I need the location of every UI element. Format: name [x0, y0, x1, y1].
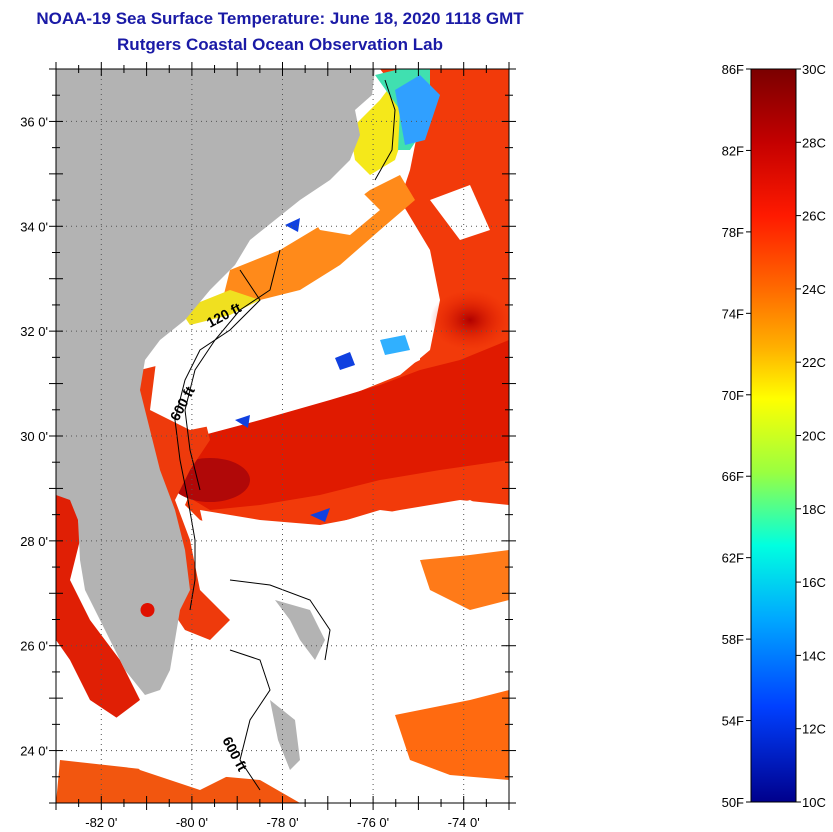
cold-patch	[395, 75, 440, 145]
colorbar-label-f: 54F	[722, 714, 744, 729]
warm-eddy	[430, 290, 509, 350]
colorbar-label-f: 78F	[722, 225, 744, 240]
cold-spot	[285, 218, 300, 232]
warm-core-band	[185, 340, 509, 510]
contour-600ft	[184, 249, 281, 491]
cloud-mask	[430, 185, 490, 240]
colorbar-label-c: 18C	[802, 502, 826, 517]
graticule	[56, 69, 509, 803]
island	[270, 700, 300, 770]
lon-tick-label: -82 0'	[85, 815, 117, 830]
coastal-yellow	[180, 290, 260, 325]
colorbar	[750, 68, 797, 803]
contour-120ft	[174, 269, 261, 611]
lat-tick-label: 24 0'	[20, 744, 48, 759]
lat-tick-label: 34 0'	[20, 219, 48, 234]
colorbar-label-c: 26C	[802, 209, 826, 224]
colorbar-label-f: 82F	[722, 143, 744, 158]
lon-tick-label: -74 0'	[448, 815, 480, 830]
colorbar-ticks: 86F 82F 78F 74F 70F 66F 62F 58F 54F 50F 30C 28C 26C 2…	[722, 62, 826, 810]
colorbar-label-f: 70F	[722, 388, 744, 403]
florida-coastal-water	[125, 360, 230, 640]
lat-tick-label: 36 0'	[20, 114, 48, 129]
lon-tick-label: -76 0'	[357, 815, 389, 830]
colorbar-label-c: 14C	[802, 648, 826, 663]
lake-okeechobee	[140, 603, 155, 617]
axis-ticks	[49, 62, 516, 810]
lon-tick-label: -78 0'	[266, 815, 298, 830]
colorbar-label-f: 62F	[722, 551, 744, 566]
lat-tick-label: 26 0'	[20, 639, 48, 654]
map-subtitle: Rutgers Coastal Ocean Observation Lab	[117, 35, 443, 54]
colorbar-label-c: 24C	[802, 282, 826, 297]
longitude-labels: -82 0' -80 0' -78 0' -76 0' -74 0'	[85, 815, 480, 830]
colorbar-label-f: 66F	[722, 469, 744, 484]
island	[275, 600, 325, 660]
east-warm-water	[420, 550, 509, 610]
lon-tick-label: -80 0'	[176, 815, 208, 830]
colorbar-label-c: 10C	[802, 795, 826, 810]
colorbar-label-c: 20C	[802, 429, 826, 444]
map-title: NOAA-19 Sea Surface Temperature: June 18…	[36, 9, 524, 28]
gulf-coast-water	[56, 485, 140, 720]
cold-spot	[335, 352, 355, 370]
colorbar-label-c: 16C	[802, 575, 826, 590]
cloud-mask	[200, 500, 509, 610]
contour-north	[374, 79, 396, 181]
latitude-labels: 36 0' 34 0' 32 0' 30 0' 28 0' 26 0' 24 0'	[20, 114, 48, 758]
lat-tick-label: 32 0'	[20, 324, 48, 339]
lat-tick-label: 28 0'	[20, 534, 48, 549]
cloud-mask	[100, 610, 509, 790]
colorbar-label-f: 74F	[722, 306, 744, 321]
colorbar-label-f: 58F	[722, 632, 744, 647]
cold-spot	[310, 508, 330, 522]
land-mass	[56, 69, 375, 695]
cool-spot	[380, 335, 410, 355]
lat-tick-label: 30 0'	[20, 429, 48, 444]
colorbar-label-f: 86F	[722, 62, 744, 77]
contour-600ft-south	[229, 649, 271, 791]
sst-layer	[56, 69, 509, 803]
colorbar-label-c: 30C	[802, 62, 826, 77]
contour-bahamas	[229, 579, 331, 661]
colorbar-label-c: 12C	[802, 722, 826, 737]
southeast-warm-water	[395, 690, 509, 780]
cloud-mask	[300, 185, 380, 235]
colorbar-label-c: 28C	[802, 135, 826, 150]
cloud-mask	[150, 320, 420, 430]
colorbar-label-c: 22C	[802, 355, 826, 370]
colorbar-label-f: 50F	[722, 795, 744, 810]
cold-spot	[235, 415, 250, 428]
